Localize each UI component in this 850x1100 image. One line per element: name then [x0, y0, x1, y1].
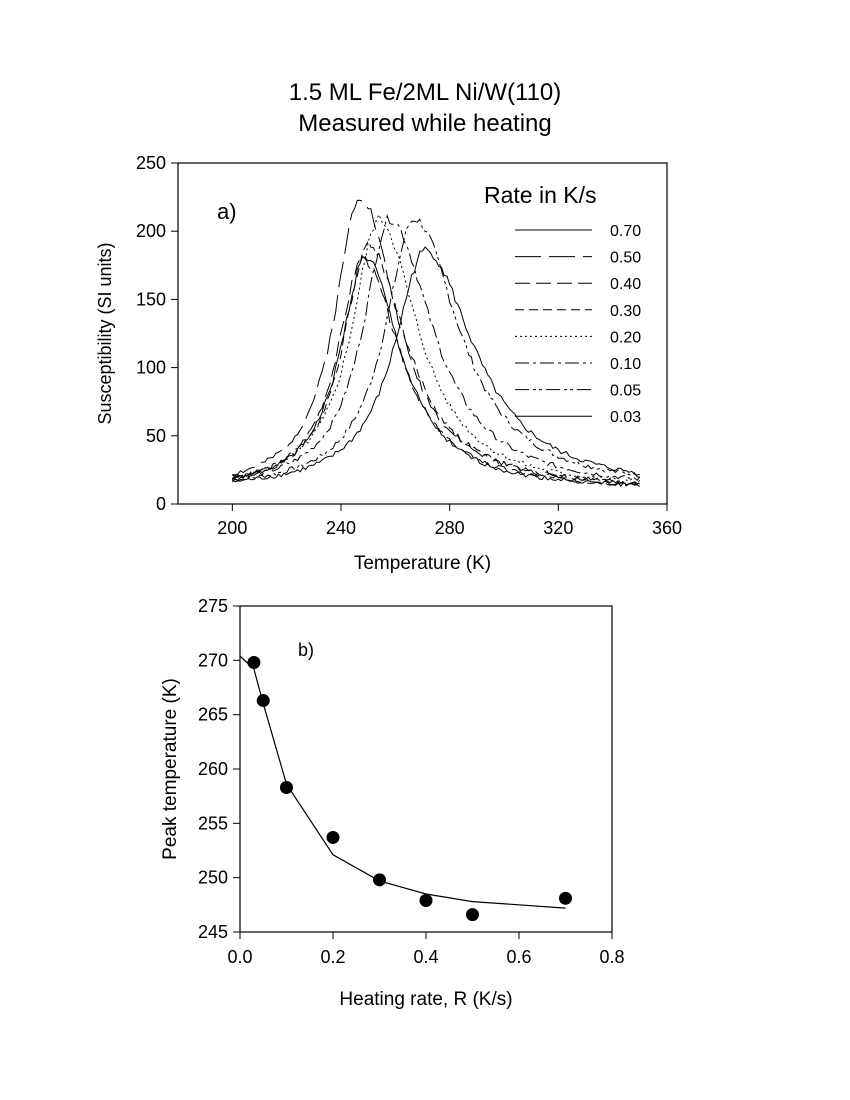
- data-point: [256, 694, 270, 708]
- y-tick-label-b: 265: [198, 705, 228, 725]
- x-tick-label-a: 240: [326, 518, 356, 538]
- x-tick-label-a: 360: [652, 518, 682, 538]
- y-tick-label-b: 250: [198, 868, 228, 888]
- x-tick-label-a: 200: [217, 518, 247, 538]
- legend-label: 0.20: [610, 329, 641, 346]
- legend-label: 0.70: [610, 223, 641, 240]
- y-tick-label-a: 150: [136, 289, 166, 309]
- plot-frame-b: [239, 605, 613, 933]
- x-tick-label-b: 0.4: [413, 947, 438, 967]
- data-point: [559, 891, 572, 905]
- y-tick-label-b: 270: [198, 650, 228, 670]
- data-point: [280, 780, 293, 794]
- y-tick-label-a: 100: [136, 358, 166, 378]
- series-line-0-70: [232, 255, 641, 487]
- legend-title: Rate in K/s: [484, 182, 597, 208]
- legend-label: 0.30: [610, 303, 641, 320]
- y-axis-label-a: Susceptibility (SI units): [95, 242, 115, 424]
- x-tick-label-b: 0.6: [506, 947, 531, 967]
- plot-frame-a: [177, 162, 668, 505]
- legend-label: 0.40: [610, 276, 641, 293]
- y-tick-label-b: 245: [198, 922, 228, 942]
- y-axis-label-b: Peak temperature (K): [160, 678, 181, 860]
- data-point: [247, 656, 261, 670]
- y-tick-label-b: 255: [198, 813, 228, 833]
- y-tick-label-a: 50: [146, 426, 166, 446]
- legend-label: 0.10: [610, 356, 641, 373]
- x-tick-label-a: 280: [435, 518, 465, 538]
- y-tick-label-b: 260: [198, 759, 228, 779]
- legend-label: 0.05: [610, 383, 641, 400]
- data-point: [466, 908, 479, 922]
- series-line-0-50: [232, 199, 640, 485]
- x-tick-label-b: 0.0: [227, 947, 252, 967]
- y-tick-label-a: 200: [136, 221, 166, 241]
- x-axis-label-b: Heating rate, R (K/s): [339, 989, 512, 1010]
- data-point: [373, 873, 386, 887]
- series-line-0-40: [231, 255, 640, 487]
- x-tick-label-b: 0.2: [320, 947, 345, 967]
- legend-label: 0.03: [610, 409, 641, 426]
- x-tick-label-b: 0.8: [599, 947, 624, 967]
- chart-title-line2: Measured while heating: [298, 110, 552, 137]
- legend-label: 0.50: [610, 250, 641, 267]
- y-tick-label-b: 275: [198, 596, 228, 616]
- y-tick-label-a: 250: [136, 153, 166, 173]
- fit-line: [239, 655, 566, 909]
- panel-label-b: b): [298, 640, 314, 660]
- data-point: [326, 830, 340, 844]
- chart-title-line1: 1.5 ML Fe/2ML Ni/W(110): [288, 79, 562, 106]
- x-tick-label-a: 320: [543, 518, 573, 538]
- series-line-0-20: [232, 213, 641, 484]
- series-line-0-05: [232, 218, 640, 483]
- panel-label-a: a): [217, 199, 237, 224]
- panel-a-chart: 200 240 280 320 360 0 50 100 150 200 250 Temperatur…: [95, 153, 682, 574]
- panel-b-chart: 0.0 0.2 0.4 0.6 0.8 245 250 255 260 265 270 275 Heat…: [160, 596, 625, 1010]
- data-point: [419, 893, 433, 907]
- series-line-0-03: [231, 246, 640, 483]
- x-axis-label-a: Temperature (K): [354, 553, 491, 574]
- y-tick-label-a: 0: [156, 494, 166, 514]
- series-line-0-30: [231, 239, 641, 485]
- series-line-0-10: [232, 213, 641, 482]
